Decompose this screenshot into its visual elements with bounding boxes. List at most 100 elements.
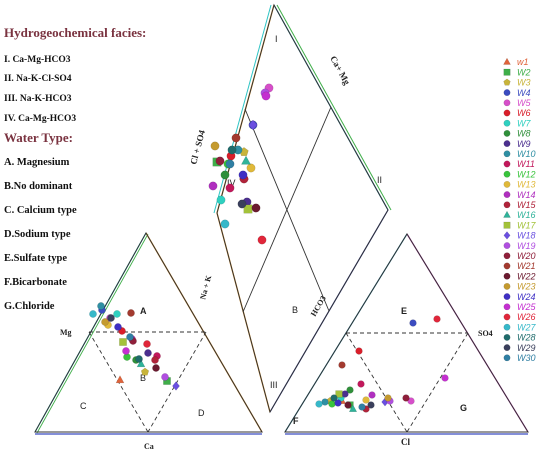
legend-marker [503,191,511,199]
legend-label: W17 [517,220,537,230]
sample-point [215,156,225,166]
legend-marker [503,242,511,250]
zone-label: F [293,416,299,426]
sample-point [151,356,159,364]
diamond-outline [216,3,389,414]
sample-point [341,390,349,398]
zone-label: G [460,403,467,413]
diamond-edge [276,4,392,211]
zone-label: IV [227,178,236,188]
sample-point [220,170,230,180]
legend-label: W14 [517,190,536,200]
legend-marker [503,252,511,260]
legend-marker [503,150,511,158]
legend-marker [503,201,511,209]
legend-label: W27 [517,322,537,332]
sample-point [321,398,329,406]
legend-marker [503,129,511,137]
sample-point [257,235,267,245]
zone-label: A [140,306,147,316]
legend-label: W6 [517,108,531,118]
legend-label: W10 [517,149,536,159]
sample-point [216,195,226,205]
legend-label: W2 [517,67,531,77]
sample-point [355,347,363,355]
cation-triangle: Mg Ca Na + K A B C D [34,231,263,451]
legend-label: W18 [517,231,536,241]
zone-label: E [401,306,407,316]
water-type-title: Water Type: [4,130,73,145]
legend-label: W5 [517,98,531,108]
sample-point [140,367,150,376]
sample-point [107,314,115,322]
legend-label: W12 [517,169,536,179]
sample-point [358,403,366,411]
legend-label: w1 [517,57,529,67]
sample-point [315,400,323,408]
zone-label: II [377,175,382,185]
legend-marker [503,333,511,341]
vertex-label-so4: SO4 [478,329,493,338]
sample-point [113,310,121,318]
sample-point [248,119,258,131]
triangle-edge [36,233,149,434]
legend-label: W24 [517,292,536,302]
legend-label: W29 [517,343,536,353]
legend-label: W25 [517,302,537,312]
sample-point [208,181,218,191]
zone-label: I [275,34,278,44]
legend-label: W19 [517,241,536,251]
sample-point [231,133,241,143]
legend-marker [503,272,511,280]
sample-point [126,333,134,341]
legend-marker [503,293,511,300]
water-type-item: C. Calcium type [4,205,77,216]
diamond-divider [242,106,332,313]
zone-label: B [292,305,298,315]
sample-point [238,170,248,180]
legend-marker [503,303,511,311]
legend-marker [503,262,511,270]
dashed-divider [406,332,469,433]
sample-point [172,381,180,391]
legend-label: W30 [517,353,536,363]
sample-point [101,318,109,326]
zone-label: D [198,408,205,418]
sample-point [328,400,336,408]
legend-marker [503,99,511,107]
legend-marker [503,140,511,148]
sample-point [368,391,376,399]
sample-point [210,141,220,151]
sample-point [127,309,135,317]
diamond-label-cl-so4: Cl + SO4 [188,129,207,166]
sample-point [143,340,151,348]
sample-point [225,183,235,193]
sample-point [115,375,125,384]
legend-marker [503,170,511,178]
sample-point [114,323,122,331]
sample-point [225,159,235,169]
facies-title: Hydrogeochemical facies: [4,25,146,40]
sample-point [246,163,256,173]
water-type-item: A. Magnesium [4,157,70,168]
anion-triangle: HCO3 SO4 Cl E F G [284,233,529,447]
legend-marker [503,210,511,218]
sample-point [161,373,169,381]
sample-point [220,219,230,229]
facies-item: III. Na-K-HCO3 [4,94,72,104]
legend-label: W13 [517,180,536,190]
vertex-label-hco3: HCO3 [309,294,328,318]
sample-point [261,91,271,101]
zone-label: III [270,380,278,390]
sample-point [237,199,247,209]
water-type-item: D.Sodium type [4,229,71,240]
facies-item: IV. Ca-Mg-HCO3 [4,114,76,124]
vertex-label-ca: Ca [144,442,154,451]
sample-legend: w1W2W3W4W5W6W7W8W9W10W11W12W13W14W15W16W… [503,57,537,363]
legend-label: W16 [517,210,536,220]
sample-point [348,404,358,412]
legend-marker [503,344,511,351]
legend-label: W4 [517,88,531,98]
sample-point [136,359,146,368]
